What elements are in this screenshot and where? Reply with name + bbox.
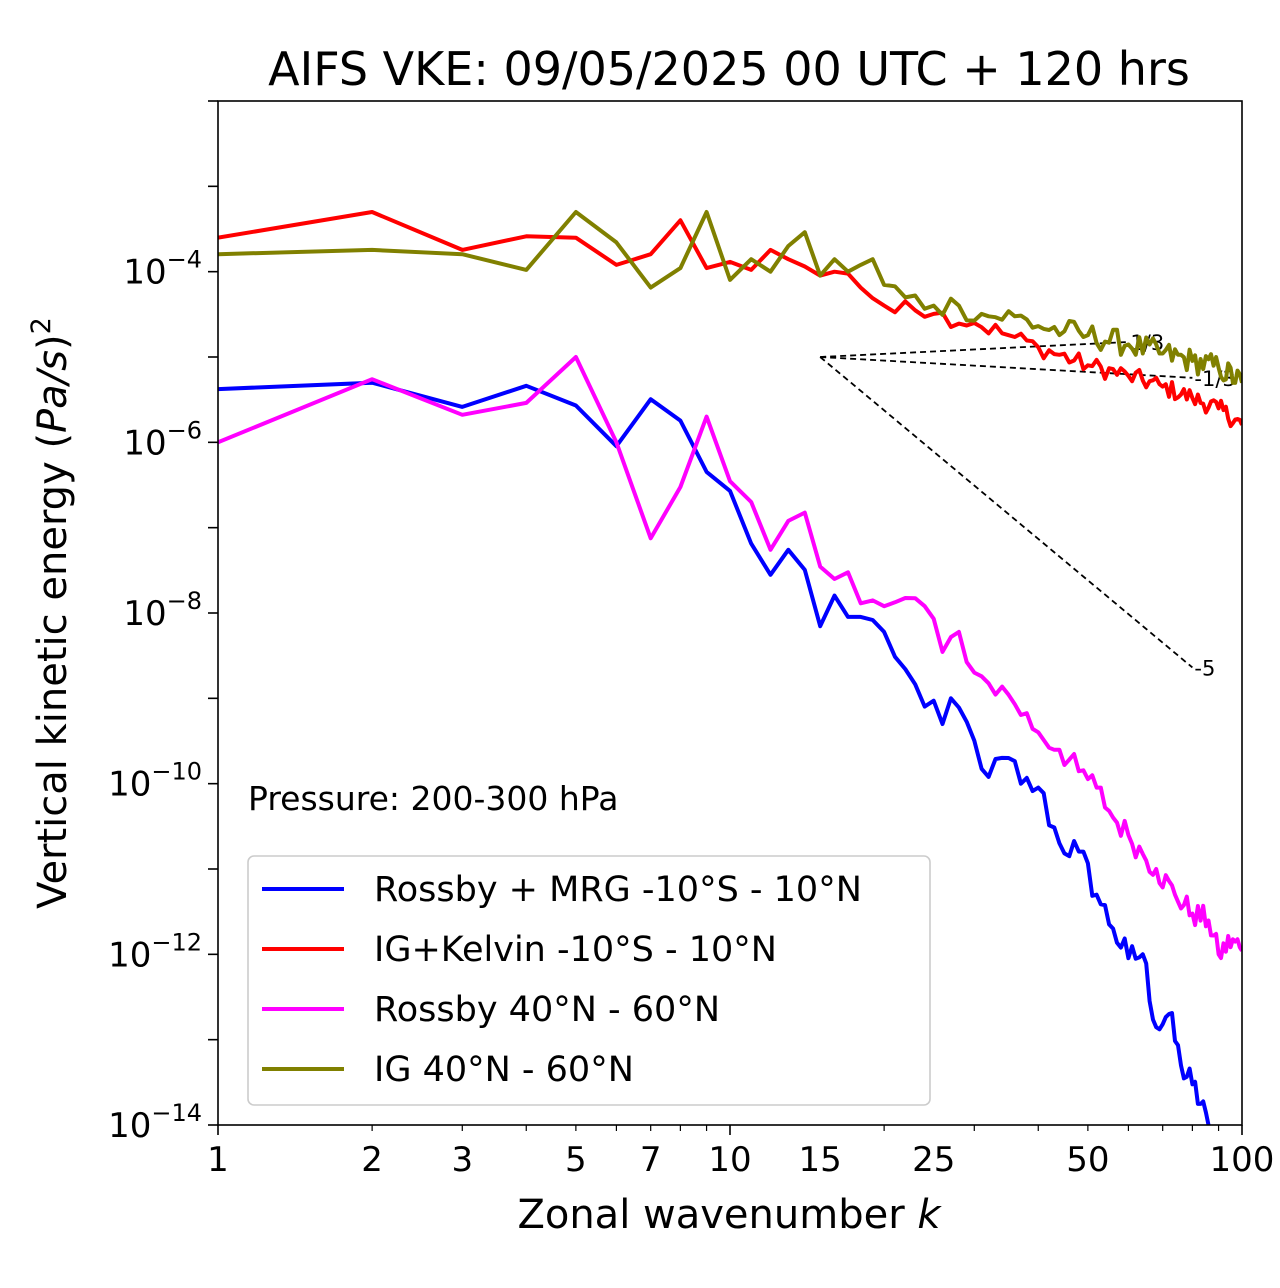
- chart-title: AIFS VKE: 09/05/2025 00 UTC + 120 hrs: [268, 42, 1190, 96]
- y-tick-label: 10−12: [108, 928, 202, 975]
- series-line-1: [218, 380, 1211, 1125]
- x-tick-label: 2: [361, 1140, 383, 1180]
- x-tick-label: 50: [1066, 1140, 1109, 1180]
- x-tick-label: 25: [912, 1140, 955, 1180]
- y-tick-label: 10−14: [108, 1099, 202, 1146]
- pressure-annotation: Pressure: 200-300 hPa: [248, 779, 618, 818]
- x-tick-label: 3: [451, 1140, 473, 1180]
- legend-label: IG+Kelvin -10°S - 10°N: [374, 930, 777, 970]
- reference-slope-line: [820, 341, 1129, 358]
- x-tick-label: 15: [799, 1140, 842, 1180]
- y-tick-label: 10−6: [123, 416, 202, 463]
- series-line-3: [218, 355, 1242, 961]
- series-line-4: [218, 210, 1242, 385]
- series-lines: [218, 210, 1242, 1125]
- y-axis-label: Vertical kinetic energy (Pa/s)2: [26, 317, 76, 909]
- y-axis-label-variable: Pa/s: [30, 350, 76, 433]
- x-axis-label-variable: k: [917, 1192, 942, 1238]
- series-line-2: [218, 210, 1242, 429]
- x-tick-label: 5: [565, 1140, 587, 1180]
- y-axis-label-superscript: 2: [26, 317, 57, 334]
- y-axis: 10−4 10−6 10−8 10−10 10−12 10−14: [108, 100, 218, 1146]
- reference-slope-line: [820, 356, 1193, 379]
- legend-label: IG 40°N - 60°N: [374, 1050, 634, 1090]
- legend-label: Rossby 40°N - 60°N: [374, 990, 720, 1030]
- reference-slope-label: -5: [1194, 656, 1215, 680]
- reference-slope-line: [819, 356, 1193, 669]
- y-tick-label: 10−8: [123, 587, 202, 634]
- legend-label: Rossby + MRG -10°S - 10°N: [374, 870, 862, 910]
- y-tick-label: 10−4: [123, 246, 202, 293]
- x-tick-label: 7: [640, 1140, 662, 1180]
- y-tick-label: 10−10: [108, 758, 202, 805]
- x-axis-label: Zonal wavenumber k: [517, 1192, 942, 1238]
- x-tick-label: 10: [708, 1140, 751, 1180]
- legend: Rossby + MRG -10°S - 10°N IG+Kelvin -10°S…: [247, 855, 931, 1106]
- legend-box: [247, 855, 931, 1106]
- x-tick-label: 1: [207, 1140, 229, 1180]
- x-axis: 1 2 3 5 7 10 15 25 50 100: [207, 1125, 1274, 1180]
- x-tick-label: 100: [1210, 1140, 1275, 1180]
